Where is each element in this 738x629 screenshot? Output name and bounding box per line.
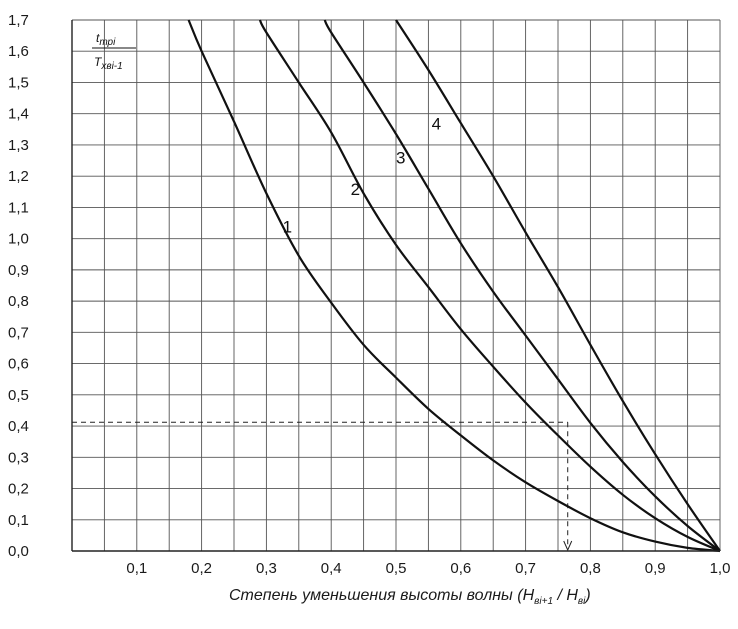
y-tick-label: 0,5 — [8, 387, 29, 404]
x-tick-label: 0,2 — [191, 560, 212, 577]
y-tick-label: 1,5 — [8, 74, 29, 91]
y-label-den-sub: хвi-1 — [100, 61, 122, 72]
x-tick-label: 0,6 — [450, 560, 471, 577]
grid — [71, 19, 721, 552]
curve-4 — [395, 19, 721, 552]
y-tick-label: 0,1 — [8, 512, 29, 529]
curve-label-4: 4 — [432, 114, 441, 133]
curve-1 — [187, 19, 721, 553]
x-tick-label: 0,3 — [256, 560, 277, 577]
y-tick-label: 0,6 — [8, 356, 29, 373]
x-tick-label: 0,4 — [321, 560, 342, 577]
curve-label-3: 3 — [396, 149, 405, 168]
y-tick-label: 1,4 — [8, 106, 29, 123]
x-tick-label: 0,9 — [645, 560, 666, 577]
y-label-num: t — [96, 31, 100, 45]
curve-3 — [323, 19, 721, 552]
x-tick-label: 0,5 — [386, 560, 407, 577]
y-tick-label: 1,6 — [8, 43, 29, 60]
curve-label-2: 2 — [351, 180, 360, 199]
curve-2 — [258, 19, 721, 553]
x-label-text: Степень уменьшения высоты волны ( — [229, 587, 524, 604]
y-label-numerator: tтрi — [96, 31, 116, 48]
y-label-den: T — [94, 55, 103, 69]
y-tick-label: 0,2 — [8, 481, 29, 498]
x-label-close: ) — [583, 587, 590, 604]
x-label-num-sub: вi+1 — [534, 596, 553, 607]
y-tick-label: 1,3 — [8, 137, 29, 154]
y-tick-label: 0,7 — [8, 324, 29, 341]
y-label-num-sub: трi — [99, 37, 116, 48]
y-tick-label: 0,3 — [8, 449, 29, 466]
x-label-sep: / — [553, 587, 566, 604]
dashed-annotation — [72, 421, 573, 552]
y-label-denominator: Tхвi-1 — [94, 55, 123, 72]
curve-label-1: 1 — [283, 217, 292, 236]
y-axis-label: tтрi Tхвi-1 — [92, 31, 136, 72]
y-tick-label: 0,4 — [8, 418, 29, 435]
y-tick-label: 0,0 — [8, 543, 29, 560]
x-axis-label: Степень уменьшения высоты волны (Hвi+1 /… — [229, 587, 591, 607]
x-label-den-sub: вi — [578, 596, 586, 607]
x-tick-label: 1,0 — [710, 560, 731, 577]
y-tick-label: 1,1 — [8, 199, 29, 216]
x-tick-label: 0,8 — [580, 560, 601, 577]
x-tick-label: 0,7 — [515, 560, 536, 577]
y-tick-label: 0,8 — [8, 293, 29, 310]
y-tick-label: 1,7 — [8, 12, 29, 29]
curves: 1 2 3 4 — [187, 19, 721, 553]
x-tick-label: 0,1 — [126, 560, 147, 577]
y-tick-label: 1,2 — [8, 168, 29, 185]
axes: 0,0 0,1 0,2 0,3 0,4 0,5 0,6 0,7 0,8 0,9 1,0 1,1 1,2 1… — [8, 12, 730, 577]
x-label-den: H — [566, 587, 578, 604]
y-tick-label: 0,9 — [8, 262, 29, 279]
y-tick-label: 1,0 — [8, 231, 29, 248]
arrow-head-icon — [563, 540, 573, 552]
x-label-num: H — [523, 587, 535, 604]
